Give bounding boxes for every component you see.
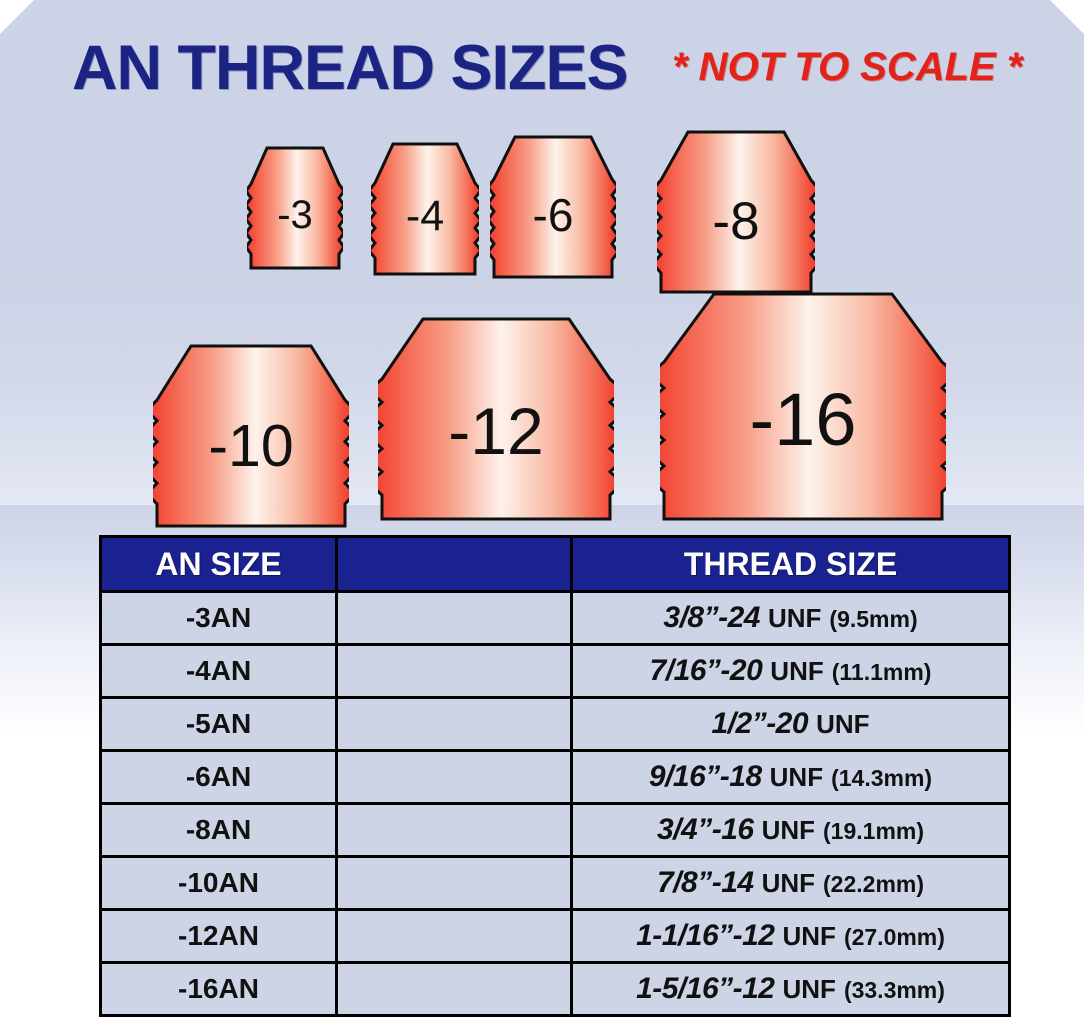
thread-fraction: 3/8”-24 [663,601,760,634]
fitting-minus16: -16 [660,290,946,523]
thread-metric: (33.3mm) [843,977,945,1003]
thread-fraction: 3/4”-16 [657,813,754,846]
thread-metric: (11.1mm) [831,659,932,685]
header-blank [335,535,573,593]
cell-thread-size: 1/2”-20 UNF [570,696,1011,752]
thread-spec: 1-5/16”-12 UNF (33.3mm) [573,972,1008,1006]
table-row: -10AN 7/8”-14 UNF (22.2mm) [99,855,1011,911]
cell-an-size: -12AN [99,908,338,964]
table-row: -16AN 1-5/16”-12 UNF (33.3mm) [99,961,1011,1017]
fitting-shape-icon [371,142,479,276]
thread-spec: 7/8”-14 UNF (22.2mm) [573,866,1008,900]
cell-blank [335,643,573,699]
fitting-shape-icon [490,135,616,279]
fitting-shape-icon [378,317,614,521]
thread-standard: UNF [782,921,836,951]
fitting-shape-icon [660,292,946,521]
cell-an-size: -5AN [99,696,338,752]
fitting-minus8: -8 [657,128,815,296]
thread-spec: 1-1/16”-12 UNF (27.0mm) [573,919,1008,953]
thread-spec: 7/16”-20 UNF (11.1mm) [573,654,1008,688]
cell-an-size: -4AN [99,643,338,699]
cell-thread-size: 7/16”-20 UNF (11.1mm) [570,643,1011,699]
thread-fraction: 1-5/16”-12 [636,972,775,1005]
thread-metric: (14.3mm) [831,765,933,791]
thread-standard: UNF [767,603,822,633]
header-an-size: AN SIZE [99,535,338,593]
thread-standard: UNF [782,974,836,1004]
thread-metric: (19.1mm) [823,818,924,844]
cell-blank [335,749,573,805]
thread-standard: UNF [761,815,816,845]
fitting-shape-icon [657,130,815,294]
page-title: AN THREAD SIZES [72,33,629,103]
thread-standard: UNF [816,709,870,739]
thread-fraction: 9/16”-18 [648,760,762,793]
cell-an-size: -3AN [99,590,338,646]
cell-thread-size: 3/8”-24 UNF (9.5mm) [570,590,1011,646]
fitting-minus12: -12 [378,315,614,523]
cell-blank [335,802,573,858]
thread-standard: UNF [770,656,824,686]
cell-an-size: -10AN [99,855,338,911]
table-row: -12AN 1-1/16”-12 UNF (27.0mm) [99,908,1011,964]
cell-thread-size: 1-5/16”-12 UNF (33.3mm) [570,961,1011,1017]
thread-fraction: 1-1/16”-12 [636,919,775,952]
thread-standard: UNF [761,868,816,898]
table-row: -4AN 7/16”-20 UNF (11.1mm) [99,643,1011,699]
fitting-shape-icon [153,344,349,528]
cell-blank [335,908,573,964]
fitting-shape-icon [247,146,343,270]
header-thread-size: THREAD SIZE [570,535,1011,593]
cell-thread-size: 9/16”-18 UNF (14.3mm) [570,749,1011,805]
thread-spec: 3/4”-16 UNF (19.1mm) [573,813,1008,847]
thread-fraction: 7/8”-14 [657,866,754,899]
thread-fraction: 7/16”-20 [649,654,763,687]
table-header-row: AN SIZE THREAD SIZE [99,535,1011,593]
thread-metric: (22.2mm) [823,871,924,897]
fitting-minus10: -10 [153,342,349,530]
thread-metric: (27.0mm) [843,924,945,950]
cell-blank [335,590,573,646]
thread-spec: 9/16”-18 UNF (14.3mm) [573,760,1008,794]
thread-standard: UNF [769,762,824,792]
thread-metric: (9.5mm) [829,606,918,632]
cell-thread-size: 7/8”-14 UNF (22.2mm) [570,855,1011,911]
table-head: AN SIZE THREAD SIZE [99,535,1011,593]
cell-blank [335,855,573,911]
table-row: -6AN 9/16”-18 UNF (14.3mm) [99,749,1011,805]
table-row: -3AN 3/8”-24 UNF (9.5mm) [99,590,1011,646]
table-row: -5AN 1/2”-20 UNF [99,696,1011,752]
title-row: AN THREAD SIZES * NOT TO SCALE * [0,30,1084,110]
fitting-minus3: -3 [247,144,343,272]
cell-thread-size: 1-1/16”-12 UNF (27.0mm) [570,908,1011,964]
fitting-minus6: -6 [490,133,616,281]
not-to-scale-note: * NOT TO SCALE * [672,45,1023,89]
thread-fraction: 1/2”-20 [711,707,809,740]
fitting-minus4: -4 [371,140,479,278]
cell-thread-size: 3/4”-16 UNF (19.1mm) [570,802,1011,858]
cell-an-size: -8AN [99,802,338,858]
thread-size-table: AN SIZE THREAD SIZE -3AN 3/8”-24 UNF (9.5mm… [99,535,1011,1017]
cell-blank [335,696,573,752]
cell-an-size: -16AN [99,961,338,1017]
cell-an-size: -6AN [99,749,338,805]
thread-spec: 1/2”-20 UNF [573,707,1008,741]
cell-blank [335,961,573,1017]
table-body: -3AN 3/8”-24 UNF (9.5mm) -4AN 7/16”-20 UNF (11.… [99,590,1011,1017]
thread-spec: 3/8”-24 UNF (9.5mm) [573,601,1008,635]
table-row: -8AN 3/4”-16 UNF (19.1mm) [99,802,1011,858]
